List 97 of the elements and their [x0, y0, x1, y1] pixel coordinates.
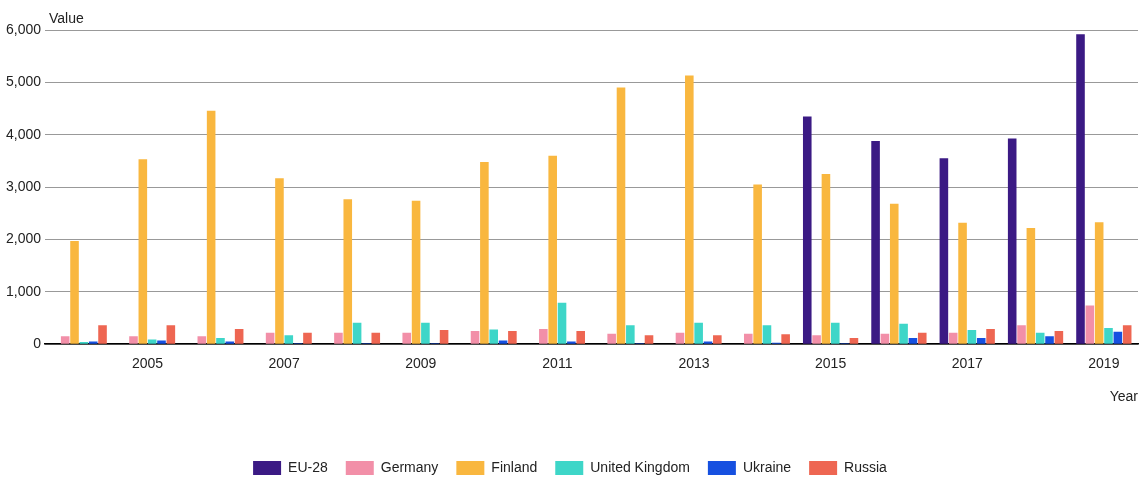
bar	[548, 155, 557, 344]
bar	[334, 332, 343, 344]
bar	[849, 337, 859, 344]
y-tick-label: 1,000	[5, 282, 42, 299]
bar	[976, 337, 986, 344]
bar	[871, 141, 880, 344]
bar	[812, 335, 821, 344]
bar	[1094, 222, 1104, 344]
bar	[1026, 227, 1036, 344]
legend-label: EU-28	[288, 458, 328, 475]
bar	[421, 322, 430, 344]
bar	[60, 336, 70, 344]
bar	[1007, 138, 1017, 344]
bar	[265, 332, 275, 344]
bar	[1054, 331, 1064, 344]
bar	[644, 335, 654, 344]
bar	[157, 340, 166, 344]
bar	[1085, 305, 1095, 344]
bar	[713, 335, 722, 344]
bar	[470, 331, 480, 344]
y-tick-label: 2,000	[5, 230, 42, 247]
y-tick-label: 5,000	[5, 73, 42, 90]
bar	[830, 322, 840, 344]
bar	[539, 329, 548, 344]
bar	[303, 332, 312, 344]
bar	[371, 332, 381, 344]
y-tick-label: 6,000	[5, 20, 42, 37]
x-tick-label: 2019	[1088, 355, 1120, 372]
bar	[675, 332, 685, 344]
bar	[489, 329, 499, 344]
bar	[576, 331, 585, 344]
bar	[234, 329, 244, 344]
bar	[480, 161, 489, 344]
bar	[1113, 331, 1123, 344]
bar	[967, 330, 977, 344]
bar	[197, 336, 207, 344]
bar	[129, 336, 138, 344]
bar	[1122, 325, 1132, 344]
bar	[1104, 327, 1113, 344]
x-tick-label: 2009	[405, 355, 437, 372]
y-tick-label: 4,000	[5, 125, 42, 142]
bar	[439, 330, 449, 344]
bar	[206, 110, 216, 344]
bar	[958, 222, 967, 344]
bar	[567, 341, 576, 344]
bar	[1045, 336, 1054, 344]
x-tick-label: 2013	[678, 355, 710, 372]
bar	[880, 333, 890, 344]
bar	[1035, 332, 1045, 344]
bar	[1017, 325, 1026, 344]
bar	[1076, 34, 1085, 344]
bar	[889, 203, 899, 344]
bar	[402, 332, 412, 344]
y-tick-label: 0	[33, 335, 42, 352]
bar	[694, 322, 703, 344]
bar	[908, 337, 918, 344]
bar	[70, 241, 79, 344]
bar	[557, 302, 567, 344]
bar	[986, 329, 995, 344]
bar	[352, 322, 362, 344]
bar	[762, 325, 772, 344]
legend-label: Ukraine	[742, 458, 792, 475]
bar	[147, 339, 157, 344]
bar	[899, 323, 908, 344]
legend-label: Finland	[491, 458, 538, 475]
bar	[343, 199, 353, 344]
x-tick-label: 2011	[542, 355, 573, 372]
bar	[616, 87, 626, 344]
bar	[948, 332, 958, 344]
y-axis-title: Value	[49, 9, 85, 26]
bar	[626, 325, 635, 344]
x-tick-label: 2007	[268, 355, 300, 372]
x-tick-label: 2017	[951, 355, 983, 372]
x-axis-title: Year	[1109, 388, 1139, 405]
bar	[411, 200, 421, 344]
legend-label: Russia	[844, 458, 888, 475]
bar	[744, 333, 753, 344]
legend-label: United Kingdom	[590, 458, 690, 475]
x-tick-label: 2015	[815, 355, 847, 372]
y-tick-label: 3,000	[5, 177, 42, 194]
bar	[284, 335, 294, 344]
bar	[781, 334, 790, 344]
bar	[166, 325, 176, 344]
x-tick-label: 2005	[131, 355, 164, 372]
bar	[607, 333, 616, 344]
bar	[275, 178, 284, 344]
bar	[508, 331, 517, 344]
bar	[802, 116, 812, 344]
bar	[917, 332, 927, 344]
bar	[753, 184, 762, 344]
bar	[216, 337, 225, 344]
bar	[821, 174, 831, 344]
bar	[138, 159, 148, 344]
bar	[939, 158, 949, 344]
bar	[685, 75, 694, 344]
legend-label: Germany	[380, 458, 439, 475]
bar	[98, 325, 107, 344]
